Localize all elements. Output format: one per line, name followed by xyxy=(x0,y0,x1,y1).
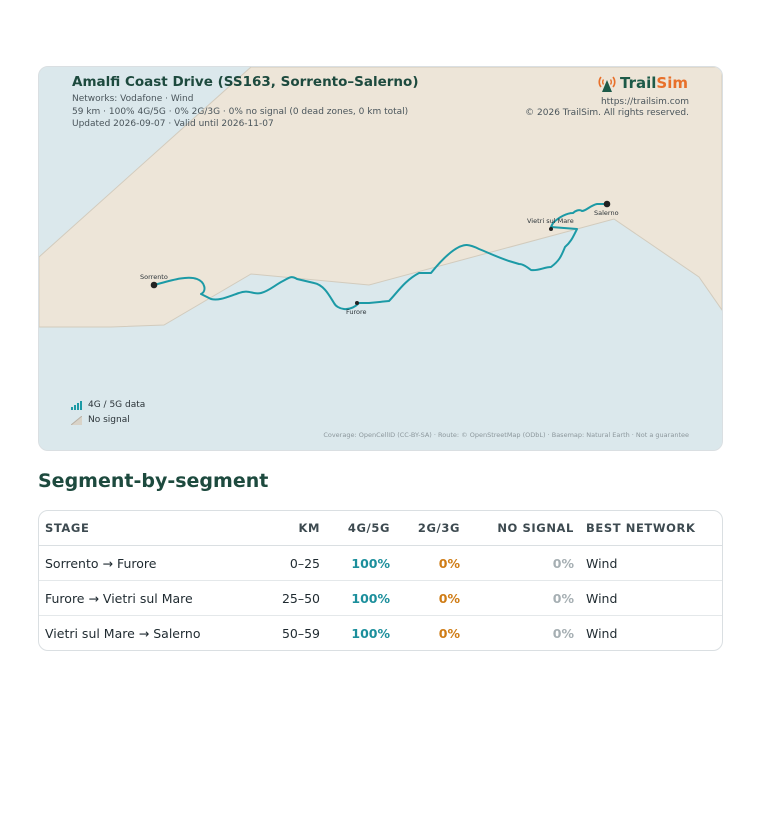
col-header-2g[interactable]: 2G/3G xyxy=(396,511,466,546)
cell-km: 50–59 xyxy=(281,625,320,641)
town-label-sorrento: Sorrento xyxy=(140,273,168,281)
cell-network: Wind xyxy=(586,625,618,641)
legend-label-nosignal: No signal xyxy=(88,415,130,425)
segments-table-card: Stage km 4G/5G 2G/3G No signal Best netw… xyxy=(38,510,723,651)
legend-label-data: 4G / 5G data xyxy=(88,400,146,410)
table-header-row: Stage km 4G/5G 2G/3G No signal Best netw… xyxy=(39,511,722,546)
cell-4g: 100% xyxy=(351,625,390,641)
coverage-map[interactable]: Sorrento Furore Vietri sul Mare Salerno … xyxy=(38,66,723,451)
cell-4g: 100% xyxy=(326,545,396,581)
cell-km: 25–50 xyxy=(251,580,326,616)
map-attribution: Coverage: OpenCellID (CC-BY-SA) · Route:… xyxy=(323,431,689,439)
table-row[interactable]: Vietri sul Mare → Salerno 50–59 100% 0% … xyxy=(39,616,722,651)
cell-nosignal: 0% xyxy=(552,625,574,641)
map-title: Amalfi Coast Drive (SS163, Sorrento–Sale… xyxy=(72,74,419,90)
cell-network: Wind xyxy=(580,580,722,616)
col-header-km[interactable]: km xyxy=(251,511,326,546)
brand-url[interactable]: https://trailsim.com xyxy=(600,97,689,107)
legend-item-data: 4G / 5G data xyxy=(71,400,145,410)
brand-logo[interactable]: TrailSim xyxy=(598,74,688,92)
table-row[interactable]: Furore → Vietri sul Mare 25–50 100% 0% 0… xyxy=(39,580,722,616)
town-marker-vietri[interactable] xyxy=(549,227,553,231)
town-label-salerno: Salerno xyxy=(594,209,619,217)
map-stats: 59 km · 100% 4G/5G · 0% 2G/3G · 0% no si… xyxy=(72,107,409,117)
cell-2g: 0% xyxy=(396,580,466,616)
col-header-4g[interactable]: 4G/5G xyxy=(326,511,396,546)
legend-item-nosignal: No signal xyxy=(71,415,130,425)
cell-stage: Sorrento → Furore xyxy=(39,545,251,581)
col-header-network[interactable]: Best network xyxy=(580,511,722,546)
table-row[interactable]: Sorrento → Furore 0–25 100% 0% 0% Wind xyxy=(39,545,722,581)
col-header-nosignal[interactable]: No signal xyxy=(466,511,580,546)
brand-name: TrailSim xyxy=(620,74,688,92)
cell-nosignal: 0% xyxy=(466,580,580,616)
brand-copyright: © 2026 TrailSim. All rights reserved. xyxy=(525,108,689,118)
land-mainland xyxy=(39,67,722,328)
map-updated: Updated 2026-09-07 · Valid until 2026-11… xyxy=(72,119,274,129)
route-4g-line[interactable] xyxy=(153,203,608,310)
cell-2g: 0% xyxy=(396,545,466,581)
segments-heading: Segment-by-segment xyxy=(38,470,269,492)
town-label-furore: Furore xyxy=(346,308,367,316)
town-label-vietri: Vietri sul Mare xyxy=(527,217,574,225)
town-marker-salerno[interactable] xyxy=(603,200,611,208)
cell-4g: 100% xyxy=(326,580,396,616)
signal-bars-icon xyxy=(71,400,82,410)
cell-stage: Furore → Vietri sul Mare xyxy=(39,580,251,616)
town-marker-furore[interactable] xyxy=(355,301,359,305)
map-networks: Networks: Vodafone · Wind xyxy=(72,94,194,104)
basemap: Sorrento Furore Vietri sul Mare Salerno xyxy=(39,67,722,450)
town-marker-sorrento[interactable] xyxy=(150,281,158,289)
cell-stage: Vietri sul Mare → Salerno xyxy=(45,625,201,641)
no-signal-slash-icon xyxy=(71,415,82,425)
antenna-tower-icon xyxy=(598,76,616,92)
segments-table: Stage km 4G/5G 2G/3G No signal Best netw… xyxy=(39,511,722,650)
cell-km: 0–25 xyxy=(251,545,326,581)
col-header-stage[interactable]: Stage xyxy=(39,511,251,546)
cell-network: Wind xyxy=(580,545,722,581)
cell-2g: 0% xyxy=(438,625,460,641)
cell-nosignal: 0% xyxy=(466,545,580,581)
